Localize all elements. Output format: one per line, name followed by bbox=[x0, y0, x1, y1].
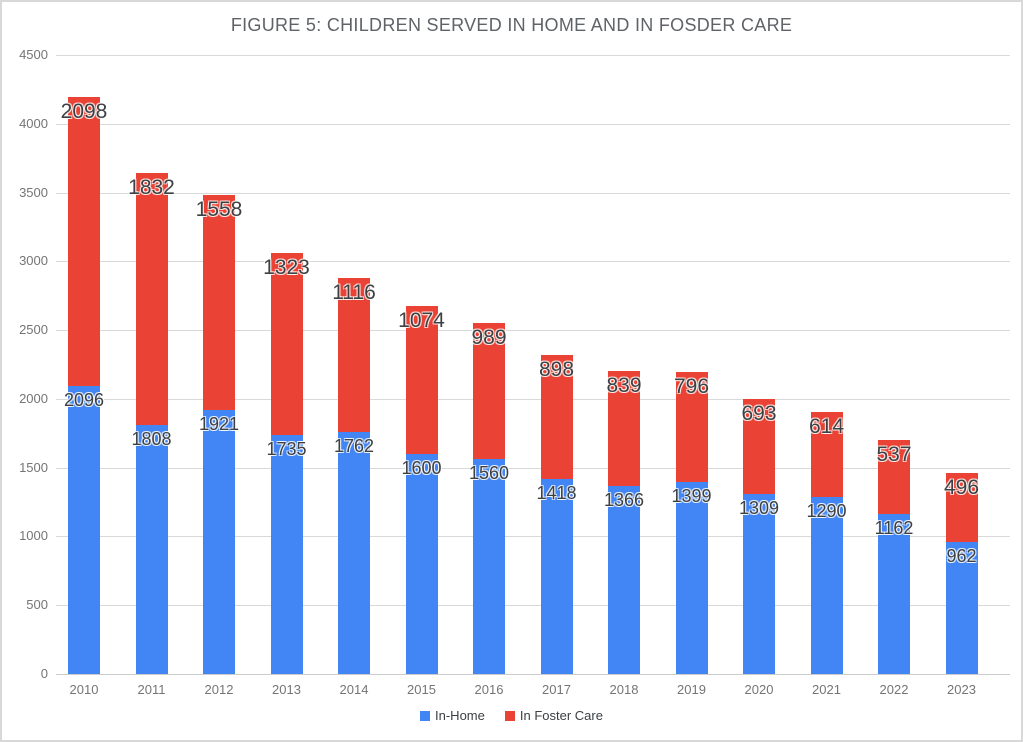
bar-segment-in-foster-care bbox=[203, 195, 235, 410]
annotation-in-foster-care: 1558 bbox=[195, 198, 243, 222]
bar-segment-in-home bbox=[68, 385, 100, 674]
y-tick-label: 4000 bbox=[19, 115, 48, 131]
gridline bbox=[56, 536, 1010, 538]
bar-segment-in-foster-care bbox=[743, 398, 775, 494]
bar-segment-in-foster-care bbox=[608, 370, 640, 487]
annotation-in-foster-care: 1074 bbox=[398, 309, 445, 333]
annotation-in-home: 1309 bbox=[738, 497, 780, 518]
annotation-in-foster-care: 839 bbox=[606, 373, 642, 397]
x-tick-label: 2023 bbox=[947, 682, 976, 697]
y-tick-label: 3500 bbox=[19, 184, 48, 200]
gridline bbox=[56, 123, 1010, 125]
bar-segment-in-home bbox=[878, 514, 910, 674]
y-tick-label: 0 bbox=[40, 666, 48, 681]
annotation-in-home: 1921 bbox=[198, 413, 240, 434]
bar-segment-in-home bbox=[405, 453, 438, 674]
bar-segment-in-foster-care bbox=[810, 412, 843, 497]
legend-item-in-foster-care: In Foster Care bbox=[504, 708, 603, 723]
annotation-in-home: 1418 bbox=[536, 482, 577, 503]
annotation-in-home: 1366 bbox=[603, 490, 645, 511]
chart-title: FIGURE 5: CHILDREN SERVED IN HOME AND IN… bbox=[230, 15, 793, 35]
annotation-in-foster-care: 989 bbox=[471, 326, 507, 350]
annotation-in-foster-care: 2098 bbox=[60, 100, 108, 124]
x-tick-label: 2019 bbox=[677, 682, 706, 697]
bar-segment-in-foster-care bbox=[473, 323, 505, 460]
y-tick-label: 3000 bbox=[19, 253, 48, 269]
annotation-in-home: 1399 bbox=[671, 485, 712, 506]
bar-segment-in-home bbox=[203, 409, 235, 674]
annotation-in-home: 1560 bbox=[468, 463, 510, 484]
bar-segment-in-foster-care bbox=[878, 440, 910, 515]
legend-swatch-in-home bbox=[420, 710, 431, 721]
legend-item-in-home: In-Home bbox=[420, 708, 485, 723]
legend-swatch-in-foster-care bbox=[504, 710, 515, 721]
annotation-in-foster-care: 1323 bbox=[263, 256, 310, 280]
annotation-in-home: 1808 bbox=[131, 429, 172, 450]
y-tick-label: 2500 bbox=[19, 322, 48, 338]
gridline bbox=[56, 674, 1010, 675]
annotation-in-home: 1735 bbox=[266, 439, 307, 460]
gridline bbox=[56, 330, 1010, 332]
x-tick-label: 2016 bbox=[474, 682, 504, 697]
bar-segment-in-foster-care bbox=[540, 355, 573, 479]
bar-segment-in-home bbox=[473, 459, 505, 674]
annotation-in-foster-care: 898 bbox=[538, 358, 575, 382]
x-tick-label: 2015 bbox=[407, 682, 436, 697]
bar-segment-in-home bbox=[608, 486, 640, 674]
bar-segment-in-foster-care bbox=[405, 306, 438, 454]
bar-segment-in-foster-care bbox=[945, 473, 978, 542]
legend-label-in-home: In-Home bbox=[435, 708, 485, 723]
bar-segment-in-home bbox=[810, 496, 843, 674]
bar-segment-in-home bbox=[270, 435, 303, 674]
annotation-in-foster-care: 537 bbox=[876, 443, 912, 467]
x-tick-label: 2018 bbox=[609, 682, 639, 697]
bar-segment-in-home bbox=[135, 425, 168, 674]
annotation-in-home: 1290 bbox=[806, 500, 847, 521]
y-tick-label: 1500 bbox=[19, 459, 48, 475]
x-tick-label: 2017 bbox=[542, 682, 571, 697]
bar-segment-in-foster-care bbox=[135, 173, 168, 426]
bar-segment-in-foster-care bbox=[68, 97, 100, 386]
legend: In-Home In Foster Care bbox=[2, 708, 1021, 723]
annotation-in-home: 962 bbox=[946, 545, 977, 566]
y-tick-label: 2000 bbox=[19, 390, 48, 406]
bar-segment-in-foster-care bbox=[270, 253, 303, 436]
bar-segment-in-foster-care bbox=[675, 372, 708, 482]
y-tick-label: 1000 bbox=[19, 528, 48, 544]
x-tick-label: 2013 bbox=[272, 682, 301, 697]
x-tick-label: 2012 bbox=[204, 682, 234, 697]
bar-segment-in-home bbox=[675, 481, 708, 674]
annotation-in-foster-care: 496 bbox=[943, 476, 980, 500]
annotation-in-home: 1600 bbox=[401, 457, 442, 478]
annotation-in-home: 2096 bbox=[63, 389, 105, 410]
x-tick-label: 2020 bbox=[744, 682, 774, 697]
bar-segment-in-home bbox=[945, 541, 978, 674]
annotation-in-home: 1762 bbox=[333, 435, 375, 456]
bar-segment-in-foster-care bbox=[338, 278, 370, 432]
y-tick-label: 500 bbox=[26, 597, 48, 613]
gridline bbox=[56, 261, 1010, 263]
y-tick-label: 4500 bbox=[19, 47, 48, 62]
gridline bbox=[56, 605, 1010, 607]
annotation-in-foster-care: 1832 bbox=[128, 176, 175, 200]
x-tick-label: 2014 bbox=[339, 682, 369, 697]
x-tick-label: 2021 bbox=[812, 682, 841, 697]
bar-segment-in-home bbox=[743, 493, 775, 674]
gridline bbox=[56, 55, 1010, 56]
x-tick-label: 2011 bbox=[137, 682, 166, 697]
x-tick-label: 2010 bbox=[69, 682, 99, 697]
gridline bbox=[56, 467, 1010, 469]
annotation-in-home: 1162 bbox=[874, 518, 914, 539]
annotation-in-foster-care: 693 bbox=[741, 401, 777, 425]
annotation-in-foster-care: 796 bbox=[673, 375, 710, 399]
gridline bbox=[56, 398, 1010, 400]
bar-segment-in-home bbox=[338, 431, 370, 674]
legend-label-in-foster-care: In Foster Care bbox=[519, 708, 603, 723]
gridline bbox=[56, 192, 1010, 194]
annotation-in-foster-care: 1116 bbox=[332, 281, 376, 305]
bar-segment-in-home bbox=[540, 478, 573, 674]
x-tick-label: 2022 bbox=[879, 682, 909, 697]
annotation-in-foster-care: 614 bbox=[808, 415, 845, 439]
